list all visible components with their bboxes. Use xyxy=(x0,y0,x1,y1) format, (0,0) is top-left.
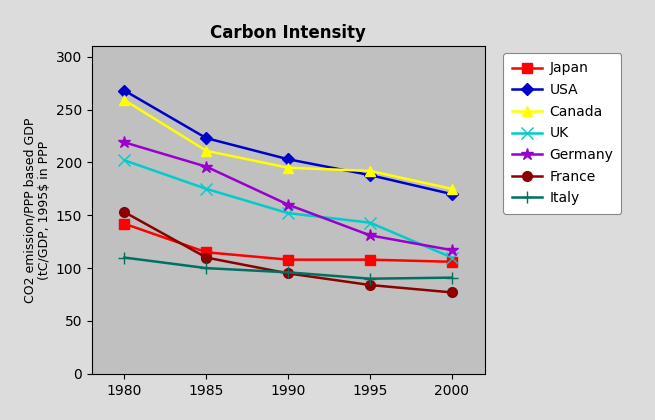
France xyxy=(121,210,128,215)
Line: Canada: Canada xyxy=(120,95,457,194)
Japan xyxy=(202,250,210,255)
Canada xyxy=(202,148,210,153)
France xyxy=(284,271,292,276)
Line: USA: USA xyxy=(121,87,456,198)
Germany xyxy=(121,140,128,145)
Germany xyxy=(448,248,456,253)
USA xyxy=(366,173,374,178)
USA xyxy=(202,136,210,141)
Germany xyxy=(202,164,210,169)
Line: UK: UK xyxy=(119,155,457,263)
Canada xyxy=(366,168,374,173)
France xyxy=(448,290,456,295)
Italy xyxy=(366,276,374,281)
Title: Carbon Intensity: Carbon Intensity xyxy=(210,24,366,42)
USA xyxy=(448,192,456,197)
Line: Japan: Japan xyxy=(120,219,457,267)
Japan xyxy=(121,221,128,226)
France xyxy=(202,255,210,260)
Line: France: France xyxy=(120,207,457,297)
Italy xyxy=(202,265,210,270)
Japan xyxy=(448,259,456,264)
Japan xyxy=(366,257,374,262)
Italy xyxy=(121,255,128,260)
UK xyxy=(121,158,128,163)
Germany xyxy=(284,202,292,207)
Line: Italy: Italy xyxy=(119,252,457,284)
USA xyxy=(284,157,292,162)
UK xyxy=(366,220,374,225)
Legend: Japan, USA, Canada, UK, Germany, France, Italy: Japan, USA, Canada, UK, Germany, France,… xyxy=(504,53,622,214)
Y-axis label: CO2 emission/PPP based GDP
(tC/GDP, 1995$ in PPP: CO2 emission/PPP based GDP (tC/GDP, 1995… xyxy=(24,117,52,303)
USA xyxy=(121,88,128,93)
Canada xyxy=(121,97,128,102)
Line: Germany: Germany xyxy=(118,136,458,256)
UK xyxy=(448,255,456,260)
UK xyxy=(202,186,210,192)
UK xyxy=(284,211,292,216)
Italy xyxy=(284,270,292,275)
Italy xyxy=(448,275,456,280)
Japan xyxy=(284,257,292,262)
Canada xyxy=(284,165,292,170)
Canada xyxy=(448,186,456,192)
France xyxy=(366,283,374,288)
Germany xyxy=(366,233,374,238)
